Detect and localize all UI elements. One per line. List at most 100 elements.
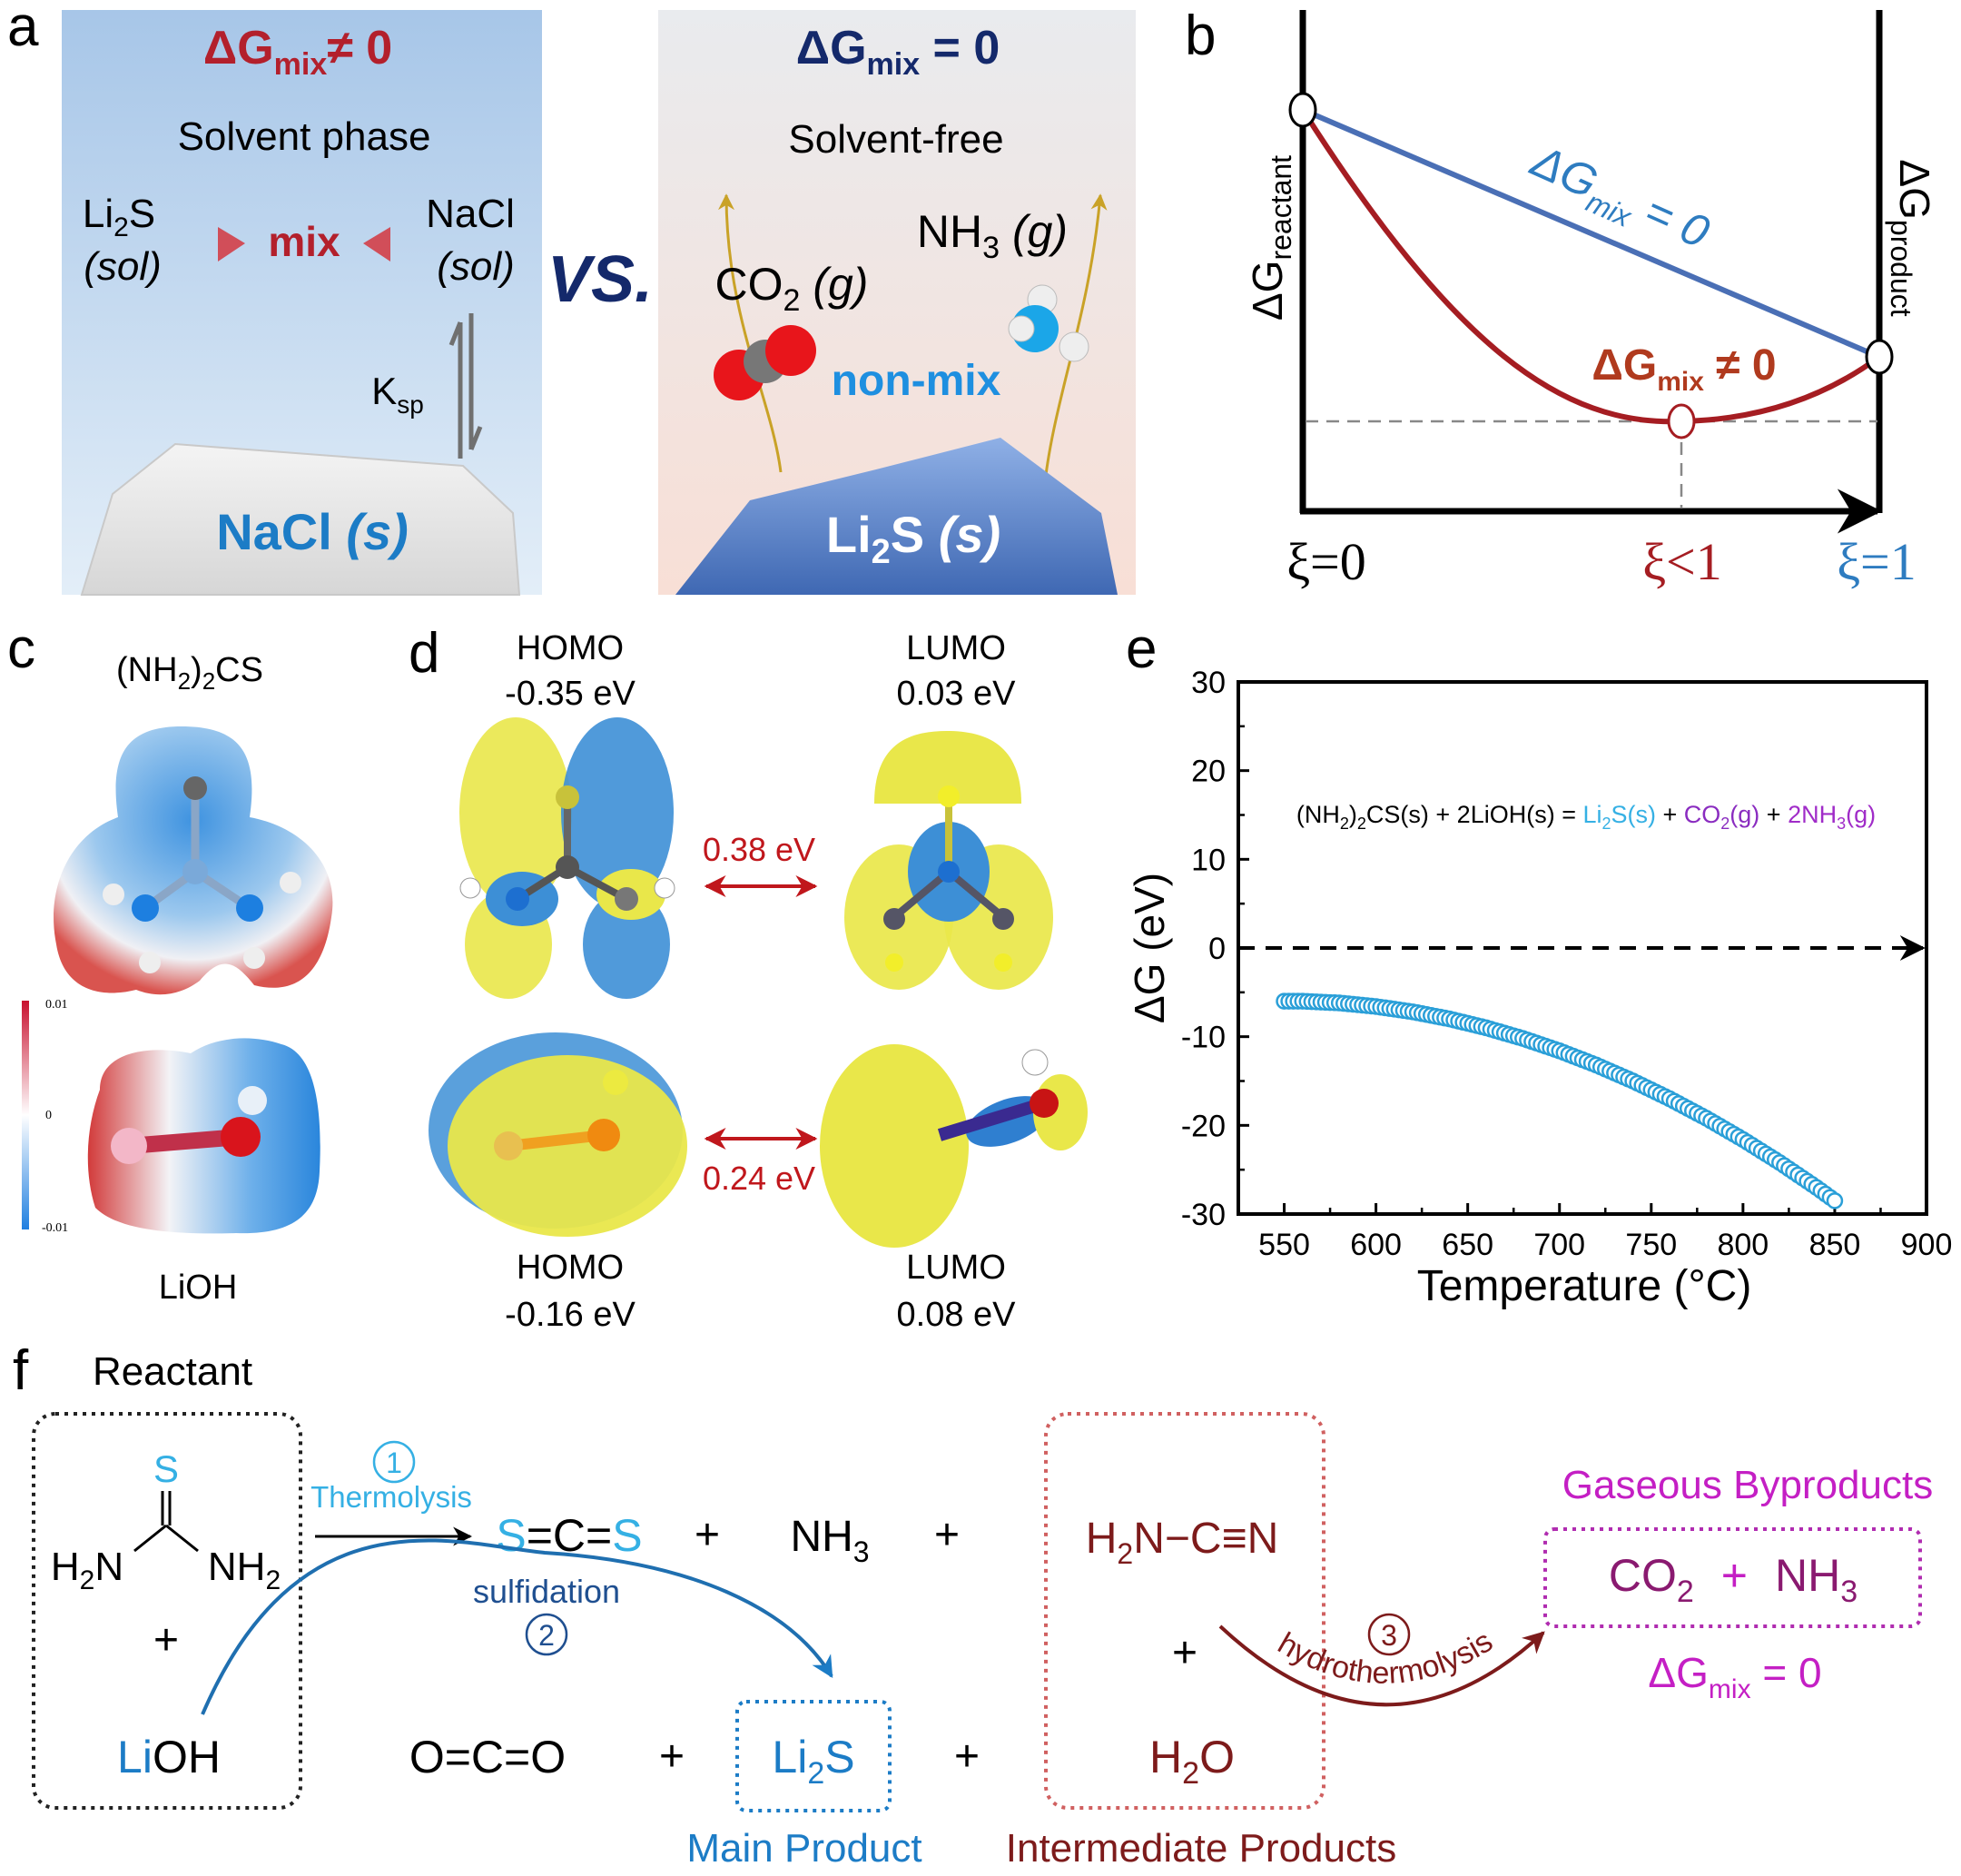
colorbar-min-label: -0.01 (42, 1221, 68, 1235)
panel-label-e: e (1126, 617, 1157, 680)
step-1-number: 1 (386, 1446, 402, 1479)
cyanamide-intermediate: H2N−C≡N (1086, 1515, 1279, 1570)
homo-bottom-label: HOMO (517, 1249, 624, 1287)
reactant-title: Reactant (93, 1349, 252, 1394)
y-tick-label: -30 (1181, 1198, 1226, 1232)
gaseous-byproducts-formula: CO2 + NH3 (1609, 1550, 1858, 1609)
reactant-plus: + (153, 1616, 179, 1664)
dg-mix-zero-title: ΔGmix = 0 (796, 22, 1000, 82)
intermediate-products-caption: Intermediate Products (1006, 1826, 1396, 1871)
equilibrium-arrows-icon (448, 313, 483, 459)
main-product-box (735, 1700, 892, 1812)
colorbar-mid-label: 0 (45, 1109, 52, 1122)
solvent-phase-label: Solvent phase (178, 114, 431, 159)
gaseous-dg-mix-label: ΔGmix = 0 (1648, 1649, 1821, 1704)
reactant-box (32, 1412, 302, 1810)
sulfidation-label: sulfidation (473, 1573, 620, 1610)
li2s-solid-slab (675, 438, 1118, 595)
mix-label: mix (268, 218, 340, 265)
plus-3: + (659, 1733, 685, 1781)
non-mix-label: non-mix (832, 357, 1001, 405)
lumo-bottom-label: LUMO (906, 1249, 1006, 1287)
nh3-molecule-icon (1008, 284, 1089, 362)
y-tick-label: 10 (1191, 843, 1226, 877)
y-tick-label: 20 (1191, 755, 1226, 789)
axis-ticks: 550 600 650 700 750 800 850 900 -30 -20 -10 0 10 20 30 (1181, 666, 1953, 1262)
panel-a: a ΔGmix≠ 0 Solvent phase Li2S (sol) mix … (7, 0, 1136, 596)
plus-4: + (954, 1733, 980, 1781)
panel-label-d: d (409, 622, 439, 685)
lioh-reactant: LiOH (117, 1732, 221, 1782)
x-tick-label: 700 (1533, 1228, 1585, 1262)
panel-b: b ΔGmix = 0 ΔGmix ≠ 0 ΔGreactant ΔGprodu… (1185, 5, 1938, 591)
hydrothermolysis-arrow (1218, 1624, 1545, 1707)
step-1-circle-icon (372, 1440, 416, 1484)
main-product-caption: Main Product (686, 1826, 921, 1871)
panel-label-f: f (13, 1339, 29, 1402)
homo-top-label: HOMO (517, 629, 624, 667)
product-point (1865, 339, 1894, 375)
thiourea-homo-orbital (459, 717, 675, 999)
x-tick-label: 550 (1258, 1228, 1310, 1262)
versus-label: VS. (547, 243, 653, 316)
equilibrium-point (1667, 403, 1696, 439)
thiourea-nh2: NH2 (208, 1545, 281, 1595)
gaseous-byproducts-title: Gaseous Byproducts (1562, 1463, 1933, 1507)
thiourea-sulfur-atom: S (153, 1447, 179, 1490)
dg-mix-nonzero-curve (1300, 108, 1881, 425)
dg-mix-nonzero-label: ΔGmix ≠ 0 (1591, 341, 1776, 397)
dg-product-label: ΔGproduct (1885, 159, 1938, 316)
co2-molecule-icon (714, 325, 816, 400)
lumo-top-label: LUMO (906, 629, 1006, 667)
lioh-label: LiOH (159, 1269, 238, 1307)
esp-colorbar (22, 1001, 29, 1229)
panel-label-a: a (7, 0, 39, 58)
x-axis-label: Temperature (°C) (1417, 1262, 1752, 1310)
panel-f: f Reactant S H2N NH2 + LiOH 1 Thermolysi… (13, 1339, 1933, 1871)
x-tick-label: 650 (1442, 1228, 1493, 1262)
homo-bottom-energy: -0.16 eV (505, 1296, 636, 1334)
nh3-product: NH3 (790, 1513, 869, 1568)
plus-1: + (695, 1511, 720, 1559)
co2-linear-product: O=C=O (409, 1732, 566, 1782)
gap-bottom-label: 0.24 eV (703, 1160, 815, 1197)
x-tick-label: 800 (1717, 1228, 1769, 1262)
panel-e: e 550 600 650 700 750 800 850 900 -30 -20 -10 0 10 20… (1126, 617, 1952, 1310)
dg-reactant-label: ΔGreactant (1244, 155, 1297, 321)
homo-top-energy: -0.35 eV (505, 675, 636, 713)
y-tick-label: 0 (1208, 932, 1226, 966)
y-tick-label: -10 (1181, 1021, 1226, 1055)
xi-zero-label: ξ=0 (1286, 532, 1366, 591)
nacl-solid-slab (80, 442, 521, 596)
reactant-point (1288, 92, 1317, 128)
dg-mix-nonzero-title: ΔGmix≠ 0 (203, 22, 392, 82)
li2s-solid-label: Li2S (s) (826, 506, 1000, 571)
series-markers (1276, 992, 1844, 1210)
y-axis-label: ΔG (eV) (1126, 873, 1173, 1023)
thiourea-molecule-icon (103, 776, 301, 973)
gap-top-label: 0.38 eV (703, 831, 815, 868)
cs2-product: S=C=S (496, 1510, 642, 1561)
lioh-molecule-icon (111, 1086, 267, 1164)
y-tick-label: -20 (1181, 1109, 1226, 1143)
co2-gas-label: CO2 (g) (715, 259, 869, 318)
nh3-gas-label: NH3 (g) (917, 206, 1068, 265)
step-2-number: 2 (538, 1619, 555, 1652)
y-tick-label: 30 (1191, 666, 1226, 700)
mix-arrow-left-icon (363, 227, 390, 262)
xi-less-than-one-label: ξ<1 (1642, 532, 1722, 591)
nacl-solid-label: NaCl (s) (216, 503, 409, 560)
plus-5: + (1172, 1629, 1197, 1677)
x-tick-label: 600 (1350, 1228, 1402, 1262)
thermolysis-label: Thermolysis (310, 1480, 472, 1514)
lumo-bottom-energy: 0.08 eV (897, 1296, 1017, 1334)
step-2-circle-icon (525, 1613, 568, 1656)
thiourea-bonds (133, 1491, 199, 1553)
lumo-top-energy: 0.03 eV (897, 675, 1017, 713)
x-tick-label: 850 (1809, 1228, 1861, 1262)
thiourea-formula-label: (NH2)2CS (116, 651, 263, 695)
xi-one-label: ξ=1 (1837, 532, 1917, 591)
dg-mix-zero-line (1301, 107, 1881, 360)
panel-label-c: c (7, 617, 35, 680)
